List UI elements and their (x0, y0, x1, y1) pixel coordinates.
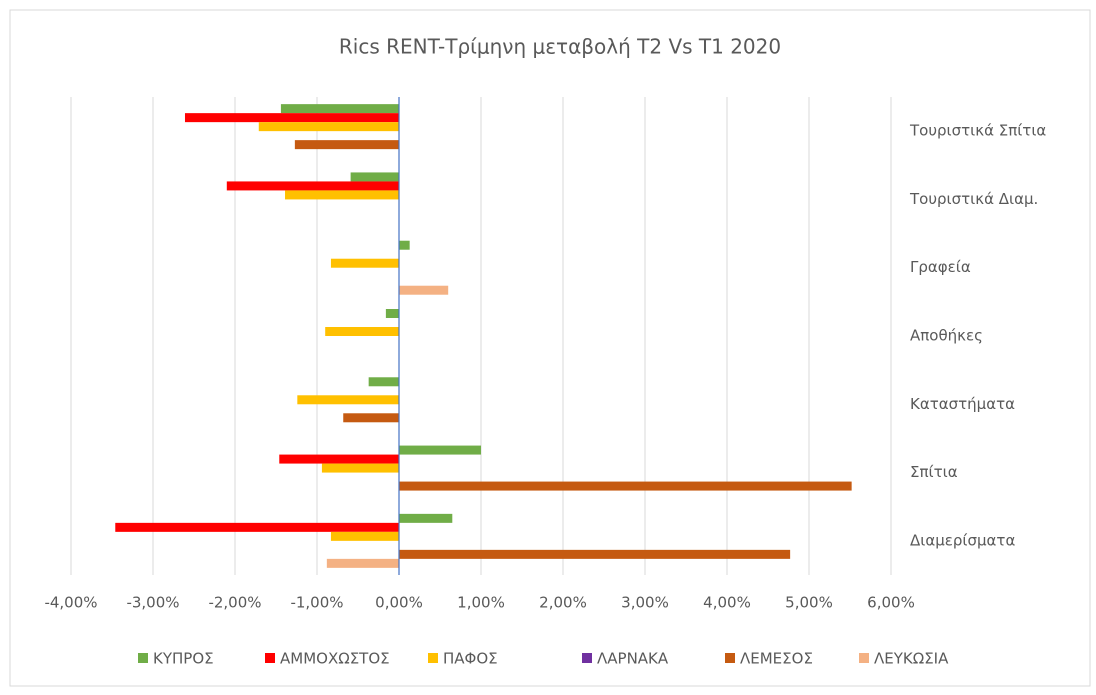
x-tick-label: 4,00% (703, 594, 751, 612)
legend-swatch (725, 653, 735, 663)
legend-label: ΠΑΦΟΣ (443, 650, 498, 668)
legend-swatch (428, 653, 438, 663)
y-tick-label: Σπίτια (910, 463, 958, 481)
legend-swatch (859, 653, 869, 663)
y-tick-label: Διαμερίσματα (910, 531, 1015, 549)
legend-label: ΛΑΡΝΑΚΑ (597, 650, 669, 668)
bar (343, 413, 399, 423)
y-tick-label: Γραφεία (910, 258, 971, 276)
x-tick-label: -4,00% (44, 594, 97, 612)
x-tick-label: 0,00% (375, 594, 423, 612)
bar (279, 454, 399, 464)
bar (330, 258, 399, 268)
x-tick-label: 5,00% (785, 594, 833, 612)
bar (399, 549, 791, 559)
chart-title: Rics RENT-Τρίμηνη μεταβολή Τ2 Vs T1 2020 (339, 35, 781, 59)
bar (258, 122, 399, 132)
bar (326, 558, 399, 568)
x-tick-label: 6,00% (867, 594, 915, 612)
bar (285, 190, 399, 200)
y-tick-label: Καταστήματα (910, 395, 1015, 413)
bar (115, 522, 399, 532)
chart-border (9, 9, 1091, 687)
legend-label: ΚΥΠΡΟΣ (153, 650, 214, 668)
legend-swatch (265, 653, 275, 663)
legend-label: ΑΜΜΟΧΩΣΤΟΣ (280, 650, 390, 668)
bar (330, 531, 399, 541)
bar (350, 172, 399, 182)
x-tick-label: 3,00% (621, 594, 669, 612)
bar (399, 513, 453, 523)
bar (184, 113, 399, 123)
bar (399, 285, 449, 295)
bar (385, 309, 399, 318)
y-tick-label: Τουριστικά Διαμ. (909, 190, 1038, 208)
bar (399, 445, 481, 455)
bar (294, 140, 399, 150)
y-tick-label: Τουριστικά Σπίτια (909, 122, 1046, 140)
bar (368, 377, 399, 387)
bar (399, 240, 410, 250)
x-tick-label: -1,00% (290, 594, 343, 612)
x-tick-label: -3,00% (126, 594, 179, 612)
legend-label: ΛΕΥΚΩΣΙΑ (874, 650, 949, 668)
bar (321, 463, 399, 473)
x-tick-label: 2,00% (539, 594, 587, 612)
x-tick-label: 1,00% (457, 594, 505, 612)
bar (226, 181, 399, 191)
bar (280, 104, 399, 114)
bar (325, 327, 399, 336)
bar (399, 481, 852, 491)
legend-swatch (138, 653, 148, 663)
legend-label: ΛΕΜΕΣΟΣ (740, 650, 813, 668)
y-tick-label: Αποθήκες (910, 327, 983, 345)
legend-swatch (582, 653, 592, 663)
bar (297, 395, 399, 405)
x-tick-label: -2,00% (208, 594, 261, 612)
